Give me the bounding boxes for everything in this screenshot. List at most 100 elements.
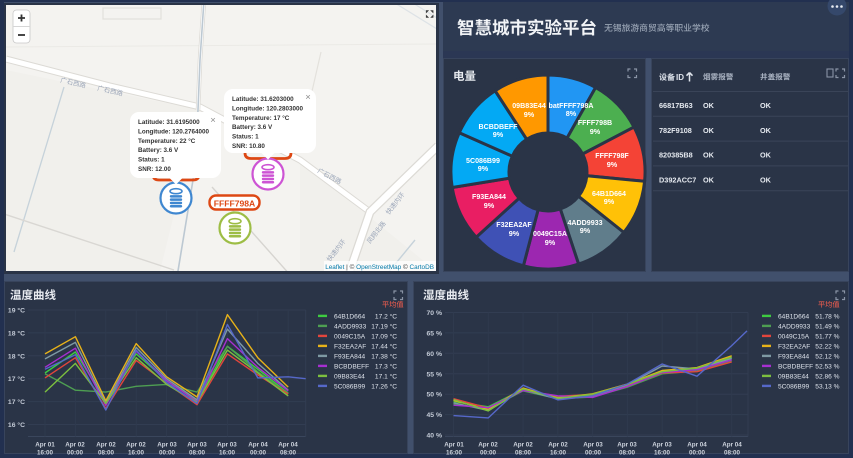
svg-text:17 °C: 17 °C (8, 375, 25, 383)
svg-text:17.44 °C: 17.44 °C (371, 343, 397, 351)
svg-text:Apr 02: Apr 02 (548, 442, 568, 449)
svg-text:Apr 04: Apr 04 (248, 442, 268, 449)
svg-text:52.22 %: 52.22 % (815, 344, 839, 351)
svg-text:Status: 1: Status: 1 (232, 134, 259, 141)
svg-text:OK: OK (760, 101, 772, 110)
svg-text:9%: 9% (478, 164, 489, 173)
svg-text:17.09 °C: 17.09 °C (371, 333, 397, 341)
svg-text:FFFF798B: FFFF798B (578, 119, 612, 127)
svg-text:64B1D664: 64B1D664 (778, 314, 809, 321)
svg-text:Longitude: 120.2764000: Longitude: 120.2764000 (138, 128, 210, 135)
svg-text:SNR: 12.00: SNR: 12.00 (138, 166, 171, 173)
svg-text:00:00: 00:00 (480, 450, 497, 457)
svg-text:45 %: 45 % (427, 412, 443, 419)
svg-text:Apr 03: Apr 03 (652, 442, 672, 449)
svg-text:OK: OK (703, 175, 715, 184)
svg-text:09B83E44: 09B83E44 (512, 102, 546, 110)
svg-text:51.77 %: 51.77 % (815, 334, 839, 341)
svg-text:16:00: 16:00 (654, 450, 671, 457)
svg-text:16:00: 16:00 (128, 450, 145, 457)
svg-text:FFFF798F: FFFF798F (595, 152, 629, 160)
svg-text:08:00: 08:00 (515, 450, 532, 457)
svg-text:9%: 9% (509, 229, 520, 238)
svg-text:9%: 9% (484, 201, 495, 210)
svg-text:00:00: 00:00 (689, 450, 706, 457)
svg-text:51.49 %: 51.49 % (815, 324, 839, 331)
svg-text:64B1D664: 64B1D664 (592, 190, 626, 198)
svg-text:55 %: 55 % (427, 371, 443, 378)
svg-text:OK: OK (760, 151, 772, 160)
svg-text:16 °C: 16 °C (8, 421, 25, 429)
svg-text:08:00: 08:00 (98, 450, 115, 457)
svg-text:9%: 9% (590, 127, 601, 136)
svg-text:09B83E44: 09B83E44 (778, 374, 809, 381)
svg-text:OK: OK (703, 151, 715, 160)
svg-text:Apr 02: Apr 02 (513, 442, 533, 449)
svg-text:9%: 9% (545, 238, 556, 247)
svg-text:9%: 9% (607, 160, 618, 169)
svg-text:0049C15A: 0049C15A (334, 334, 366, 341)
svg-text:18 °C: 18 °C (8, 352, 25, 360)
svg-text:Apr 04: Apr 04 (722, 442, 742, 449)
svg-text:Apr 02: Apr 02 (65, 442, 85, 449)
svg-text:F32EA2AF: F32EA2AF (496, 221, 532, 229)
svg-text:Leaflet | © OpenStreetMap © Ca: Leaflet | © OpenStreetMap © CartoDB (325, 263, 434, 271)
svg-text:08:00: 08:00 (724, 450, 741, 457)
svg-text:D392ACC7: D392ACC7 (659, 175, 696, 184)
svg-text:51.78 %: 51.78 % (815, 314, 839, 321)
svg-text:4ADD9933: 4ADD9933 (334, 324, 367, 331)
svg-text:×: × (210, 115, 216, 126)
svg-text:00:00: 00:00 (67, 450, 84, 457)
svg-text:Temperature: 17 °C: Temperature: 17 °C (232, 114, 290, 122)
svg-text:5C086B99: 5C086B99 (778, 384, 809, 391)
svg-text:52.12 %: 52.12 % (815, 354, 839, 361)
svg-text:64B1D664: 64B1D664 (334, 314, 365, 321)
svg-text:08:00: 08:00 (280, 450, 297, 457)
svg-text:52.86 %: 52.86 % (815, 374, 839, 381)
svg-text:F32EA2AF: F32EA2AF (778, 344, 810, 351)
svg-text:9%: 9% (604, 197, 615, 206)
svg-text:Latitude: 31.6195000: Latitude: 31.6195000 (138, 119, 200, 126)
svg-text:Apr 04: Apr 04 (278, 442, 298, 449)
svg-text:820385B8: 820385B8 (659, 151, 693, 160)
svg-text:08:00: 08:00 (619, 450, 636, 457)
svg-text:16:00: 16:00 (550, 450, 567, 457)
svg-text:BCBDBEFF: BCBDBEFF (478, 123, 518, 131)
svg-text:F93EA844: F93EA844 (472, 193, 506, 201)
svg-text:Apr 01: Apr 01 (35, 442, 55, 449)
svg-text:65 %: 65 % (427, 330, 443, 337)
svg-text:18 °C: 18 °C (8, 329, 25, 337)
svg-text:17.3 °C: 17.3 °C (375, 363, 397, 371)
svg-text:17 °C: 17 °C (8, 398, 25, 406)
svg-text:4ADD9933: 4ADD9933 (567, 219, 602, 227)
svg-text:Apr 03: Apr 03 (617, 442, 637, 449)
svg-text:×: × (305, 92, 311, 103)
svg-text:Apr 02: Apr 02 (96, 442, 116, 449)
svg-text:F93EA844: F93EA844 (334, 354, 365, 361)
svg-text:9%: 9% (493, 130, 504, 139)
svg-text:00:00: 00:00 (585, 450, 602, 457)
svg-text:09B83E44: 09B83E44 (334, 374, 365, 381)
svg-text:OK: OK (760, 126, 772, 135)
svg-text:SNR: 10.80: SNR: 10.80 (232, 143, 265, 150)
svg-text:00:00: 00:00 (159, 450, 176, 457)
svg-text:52.53 %: 52.53 % (815, 364, 839, 371)
svg-text:Apr 03: Apr 03 (217, 442, 237, 449)
svg-text:60 %: 60 % (427, 351, 443, 358)
svg-text:OK: OK (703, 101, 715, 110)
svg-text:F93EA844: F93EA844 (778, 354, 809, 361)
svg-text:17.19 °C: 17.19 °C (371, 323, 397, 331)
svg-text:Apr 02: Apr 02 (478, 442, 498, 449)
svg-text:17.1 °C: 17.1 °C (375, 373, 397, 381)
svg-text:50 %: 50 % (427, 392, 443, 399)
svg-text:0049C15A: 0049C15A (778, 334, 810, 341)
svg-text:OK: OK (703, 126, 715, 135)
svg-text:OK: OK (760, 175, 772, 184)
svg-text:40 %: 40 % (427, 433, 443, 440)
svg-text:BCBDBEFF: BCBDBEFF (334, 364, 369, 371)
svg-text:66817B63: 66817B63 (659, 101, 693, 110)
svg-text:Longitude: 120.2803000: Longitude: 120.2803000 (232, 105, 304, 112)
svg-text:5C086B99: 5C086B99 (466, 157, 500, 165)
svg-text:16:00: 16:00 (37, 450, 54, 457)
svg-text:9%: 9% (524, 110, 535, 119)
